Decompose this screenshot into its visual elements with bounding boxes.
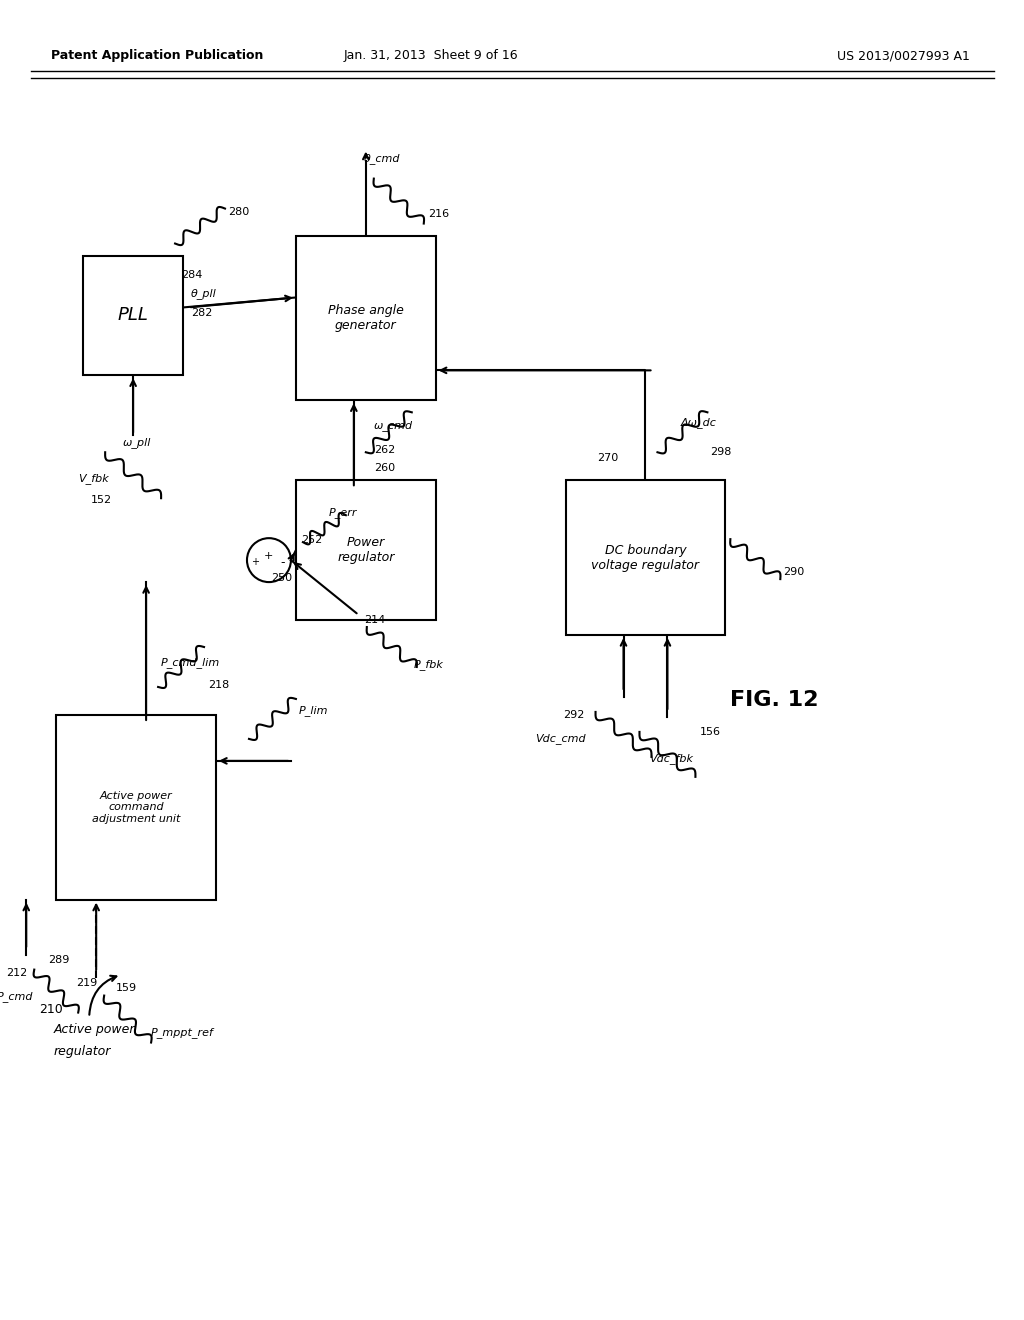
Text: Δω_dc: Δω_dc: [680, 417, 717, 428]
Text: 262: 262: [374, 445, 395, 455]
Text: 156: 156: [699, 727, 721, 737]
FancyBboxPatch shape: [56, 715, 216, 900]
Text: 210: 210: [39, 1003, 63, 1016]
Text: 292: 292: [563, 710, 585, 719]
Text: P_mppt_ref: P_mppt_ref: [152, 1027, 214, 1038]
Text: 289: 289: [48, 954, 70, 965]
Text: 282: 282: [191, 309, 212, 318]
Text: -: -: [280, 556, 285, 569]
Text: Power
regulator: Power regulator: [337, 536, 394, 564]
Text: 270: 270: [598, 453, 618, 463]
Text: P_fbk: P_fbk: [414, 660, 443, 671]
Text: FIG. 12: FIG. 12: [730, 690, 819, 710]
Text: 159: 159: [116, 982, 137, 993]
Text: ω_pll: ω_pll: [123, 437, 152, 447]
Text: 216: 216: [428, 209, 449, 219]
Text: 280: 280: [228, 206, 249, 216]
Text: US 2013/0027993 A1: US 2013/0027993 A1: [838, 49, 970, 62]
FancyBboxPatch shape: [296, 480, 436, 620]
Text: 152: 152: [91, 495, 113, 506]
Text: 214: 214: [364, 615, 385, 626]
Text: 260: 260: [374, 463, 395, 474]
Text: 290: 290: [783, 568, 805, 577]
Text: DC boundary
voltage regulator: DC boundary voltage regulator: [592, 544, 699, 572]
Text: Jan. 31, 2013  Sheet 9 of 16: Jan. 31, 2013 Sheet 9 of 16: [343, 49, 518, 62]
FancyBboxPatch shape: [565, 480, 725, 635]
Text: V_fbk: V_fbk: [78, 473, 109, 483]
Text: 284: 284: [181, 271, 203, 280]
Text: P_lim: P_lim: [299, 705, 329, 717]
Text: P_cmd: P_cmd: [0, 991, 33, 1002]
Text: +: +: [264, 552, 273, 561]
Text: P_err: P_err: [329, 507, 357, 517]
Text: Phase angle
generator: Phase angle generator: [328, 304, 403, 331]
Text: 212: 212: [6, 968, 28, 978]
Text: Patent Application Publication: Patent Application Publication: [51, 49, 263, 62]
Text: 252: 252: [301, 535, 323, 545]
Text: Vdc_fbk: Vdc_fbk: [649, 754, 693, 764]
Text: 219: 219: [76, 978, 97, 987]
Text: P_cmd_lim: P_cmd_lim: [161, 657, 220, 668]
Text: ω_cmd: ω_cmd: [374, 420, 413, 430]
Text: 218: 218: [208, 680, 229, 690]
Text: θ_pll: θ_pll: [191, 288, 217, 298]
Text: regulator: regulator: [53, 1045, 111, 1059]
Text: θ_cmd: θ_cmd: [364, 153, 400, 164]
Text: Vdc_cmd: Vdc_cmd: [536, 734, 587, 744]
FancyBboxPatch shape: [296, 235, 436, 400]
Text: Active power
command
adjustment unit: Active power command adjustment unit: [92, 791, 180, 824]
Text: +: +: [251, 557, 259, 568]
FancyBboxPatch shape: [83, 256, 183, 375]
Text: Active power: Active power: [53, 1023, 135, 1036]
Text: PLL: PLL: [118, 306, 148, 325]
Text: 298: 298: [711, 447, 732, 457]
Text: 250: 250: [271, 573, 292, 583]
